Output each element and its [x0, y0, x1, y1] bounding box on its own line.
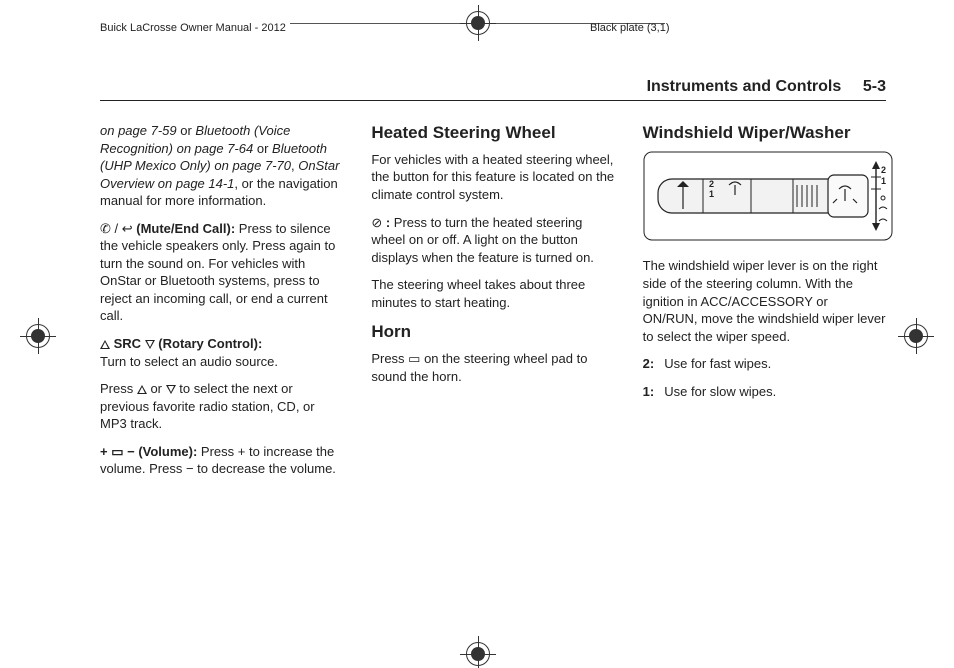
horn-paragraph: Press ▭ on the steering wheel pad to sou… [371, 350, 614, 385]
section-title: Instruments and Controls [647, 78, 842, 95]
triangle-down-icon [166, 385, 176, 394]
heated-p1: For vehicles with a heated steering whee… [371, 151, 614, 204]
column-2: Heated Steering Wheel For vehicles with … [371, 122, 614, 628]
continuation-paragraph: on page 7-59 or Bluetooth (Voice Recogni… [100, 122, 343, 210]
triangle-up-icon [137, 385, 147, 394]
heading-heated-steering-wheel: Heated Steering Wheel [371, 122, 614, 145]
page: Buick LaCrosse Owner Manual - 2012 Black… [0, 0, 954, 668]
heated-p2: ⊘ : Press to turn the heated steering wh… [371, 214, 614, 267]
svg-text:1: 1 [881, 176, 886, 186]
header-left-text: Buick LaCrosse Owner Manual - 2012 [100, 22, 286, 34]
mute-end-call-paragraph: ✆ / ↩ (Mute/End Call): Press to silence … [100, 220, 343, 325]
triangle-down-icon [145, 340, 155, 349]
wiper-lever-figure: 2 1 [643, 151, 886, 246]
registration-mark-icon [904, 324, 928, 348]
registration-mark-icon [466, 642, 490, 666]
heading-windshield-wiper: Windshield Wiper/Washer [643, 122, 886, 145]
press-triangles-paragraph: Press or to select the next or previous … [100, 380, 343, 433]
header-right-text: Black plate (3,1) [590, 22, 669, 34]
page-number: 5-3 [863, 78, 886, 95]
wiper-paragraph: The windshield wiper lever is on the rig… [643, 257, 886, 345]
wipe-speed-item-1: 1: Use for slow wipes. [643, 383, 886, 401]
heated-wheel-icon: ⊘ [371, 215, 382, 230]
content-columns: on page 7-59 or Bluetooth (Voice Recogni… [100, 122, 886, 628]
wiper-lever-svg: 2 1 [643, 151, 893, 241]
heated-p3: The steering wheel takes about three min… [371, 276, 614, 311]
section-header: Instruments and Controls 5-3 [100, 78, 886, 101]
registration-mark-icon [466, 11, 490, 35]
volume-icon: ▭ [111, 444, 123, 459]
heading-horn: Horn [371, 321, 614, 344]
column-3: Windshield Wiper/Washer [643, 122, 886, 628]
wipe-speed-item-2: 2: Use for fast wipes. [643, 355, 886, 373]
registration-mark-icon [26, 324, 50, 348]
volume-paragraph: + ▭ − (Volume): Press + to increase the … [100, 443, 343, 478]
svg-text:2: 2 [709, 179, 714, 189]
triangle-up-icon [100, 340, 110, 349]
svg-text:1: 1 [709, 189, 714, 199]
column-1: on page 7-59 or Bluetooth (Voice Recogni… [100, 122, 343, 628]
rotary-control-paragraph: SRC (Rotary Control): Turn to select an … [100, 335, 343, 370]
svg-text:2: 2 [881, 165, 886, 175]
mute-icon: ✆ / ↩ [100, 221, 133, 236]
horn-icon: ▭ [408, 351, 420, 366]
